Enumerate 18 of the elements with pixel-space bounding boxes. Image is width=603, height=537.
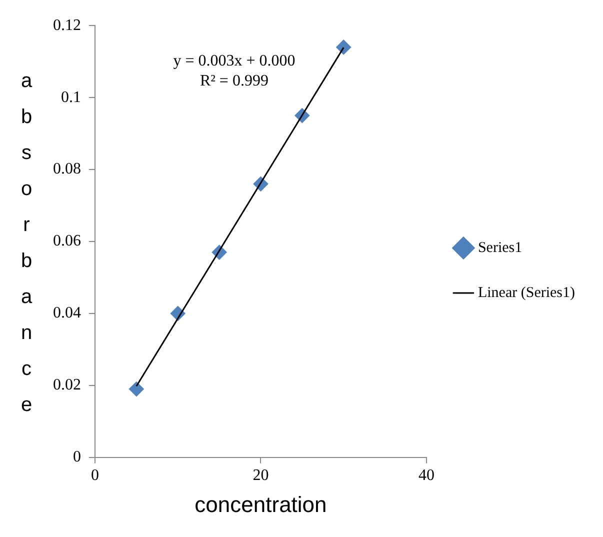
legend-label: Linear (Series1) (478, 284, 576, 301)
legend-label: Series1 (478, 240, 522, 256)
x-axis-title: concentration (194, 492, 327, 517)
annotation: R² = 0.999 (200, 72, 268, 90)
x-tick-label: 40 (418, 467, 434, 484)
x-tick-label: 20 (252, 467, 269, 484)
y-tick-label: 0.02 (53, 376, 81, 394)
y-tick-label: 0.06 (53, 232, 81, 250)
y-tick-label: 0.08 (53, 160, 81, 178)
point (128, 382, 144, 397)
text: absorbance (20, 70, 32, 416)
y-tick-label: 0.04 (53, 304, 81, 322)
y-tick-label: 0.1 (61, 88, 81, 106)
y-tick-label: 0 (73, 448, 81, 466)
annotation: y = 0.003x + 0.000 (173, 52, 296, 70)
x-tick-label: 0 (91, 467, 99, 484)
point (336, 40, 352, 55)
y-tick-label: 0.12 (53, 16, 81, 34)
